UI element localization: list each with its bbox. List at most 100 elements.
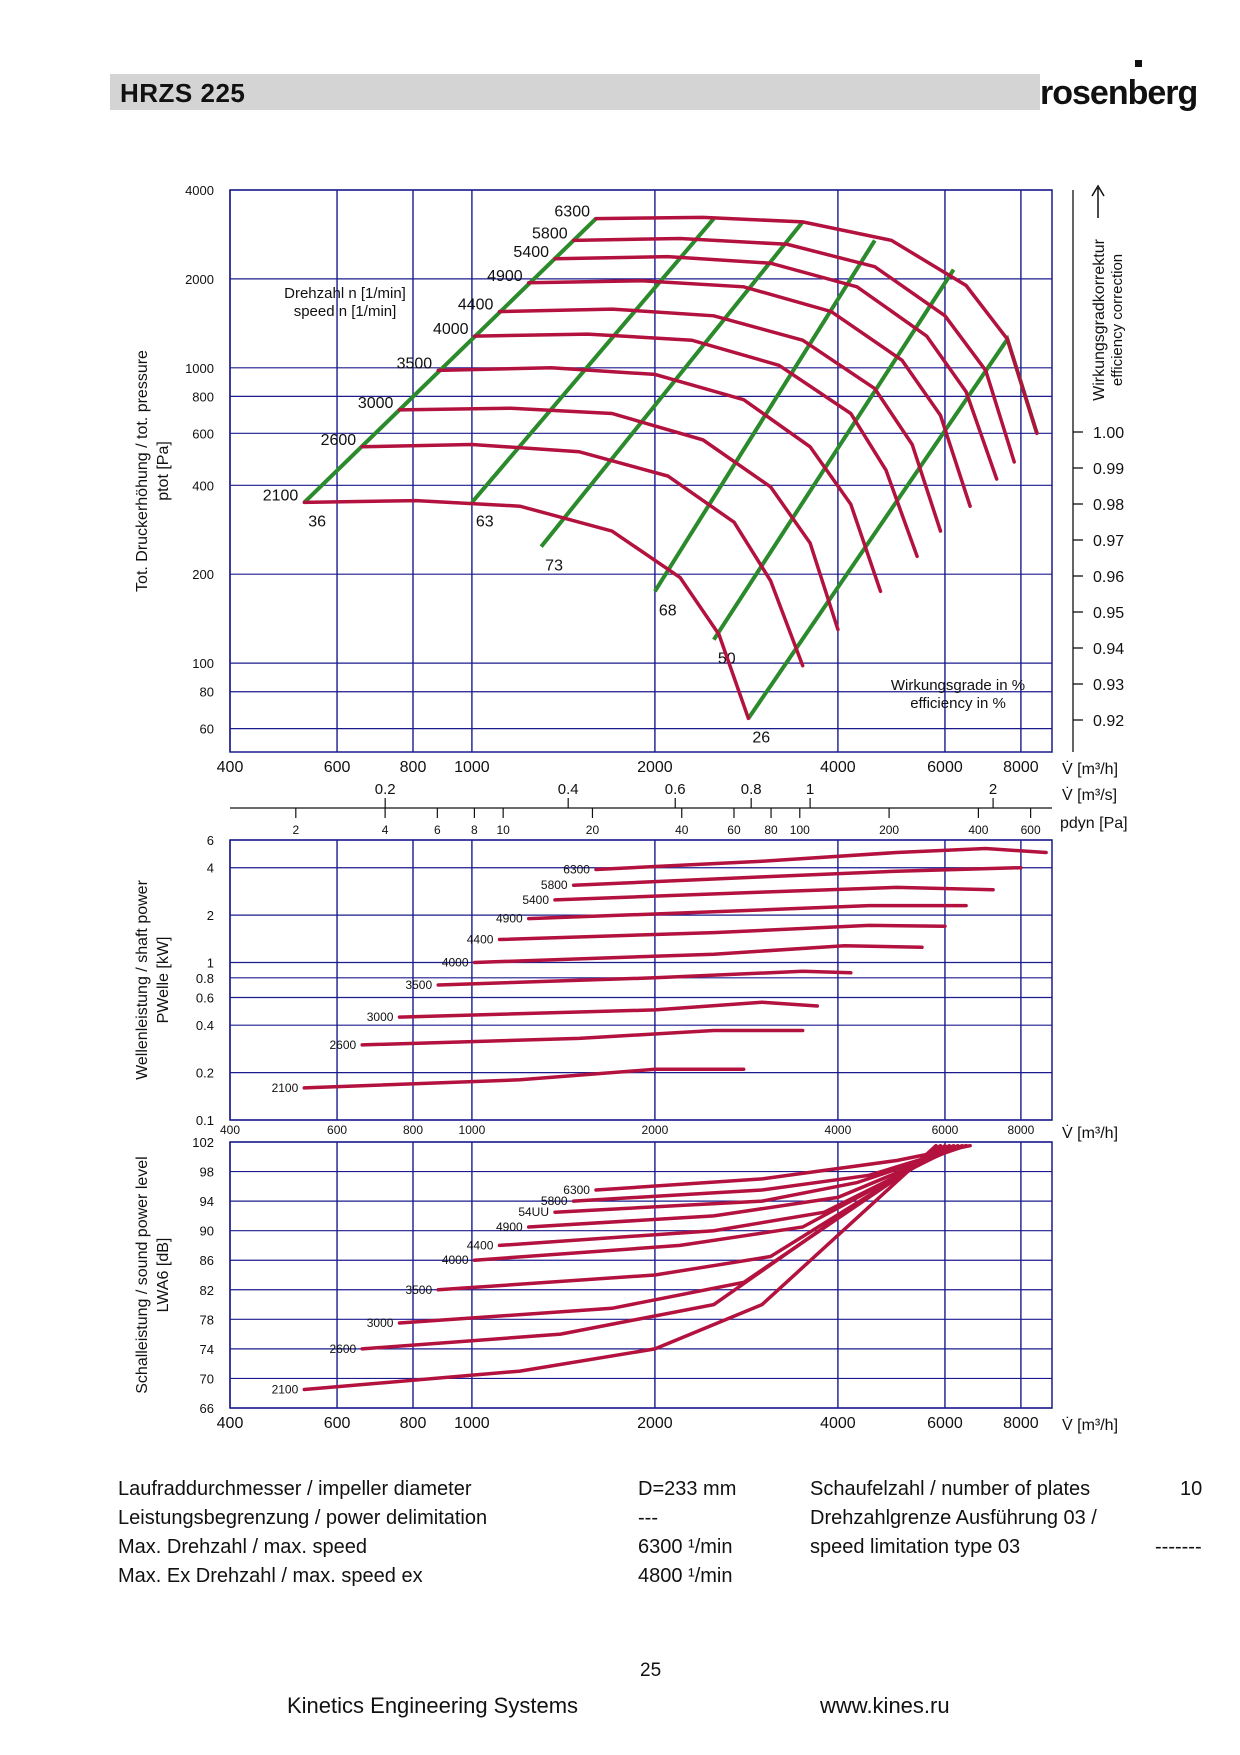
sound-x-tick-label: 6000 xyxy=(927,1415,963,1432)
max-speed-value: 6300 ¹/min xyxy=(638,1536,733,1558)
pressure-curve-3500 xyxy=(436,366,883,594)
sound-y-tick-label: 94 xyxy=(200,1194,214,1209)
flow-m3s-axis-label: V̇ [m³/s] xyxy=(1062,786,1117,804)
pressure-plot-frame xyxy=(229,189,1053,753)
flow-m3s-tick-label: 0.8 xyxy=(741,781,762,798)
power-curve-4900 xyxy=(526,903,968,921)
pressure-x-tick-label: 8000 xyxy=(1003,759,1039,776)
page-title: HRZS 225 xyxy=(120,78,246,108)
pdyn-tick-label: 8 xyxy=(471,823,478,837)
power-y-tick-label: 1 xyxy=(207,956,214,971)
pressure-curve-2600 xyxy=(360,442,805,668)
sound-curve-4000 xyxy=(472,1143,956,1262)
sound-curve-4900 xyxy=(526,1143,964,1229)
pressure-y-tick-label: 100 xyxy=(192,656,214,671)
pressure-y-axis-unit: ptot [Pa] xyxy=(155,441,172,501)
max-speed-ex-value: 4800 ¹/min xyxy=(638,1565,733,1587)
sound-x-axis-label: V̇ [m³/h] xyxy=(1062,1416,1118,1434)
speed-limitation-label-1: Drehzahlgrenze Ausführung 03 / xyxy=(810,1507,1097,1529)
power-curve-label: 5400 xyxy=(522,893,549,907)
efficiency-correction-tick-label: 0.98 xyxy=(1093,497,1124,514)
pressure-y-tick-label: 800 xyxy=(192,389,214,404)
sound-curve-label: 6300 xyxy=(563,1183,590,1197)
flow-m3s-tick-label: 0.2 xyxy=(375,781,396,798)
pressure-x-axis-label: V̇ [m³/h] xyxy=(1062,760,1118,778)
pdyn-tick-label: 400 xyxy=(968,823,988,837)
efficiency-correction-tick-label: 0.97 xyxy=(1093,533,1124,550)
pressure-curve-label: 5400 xyxy=(513,244,549,261)
pressure-y-tick-label: 400 xyxy=(192,478,214,493)
power-curve-2100 xyxy=(302,1067,746,1090)
plates-label: Schaufelzahl / number of plates xyxy=(810,1478,1091,1500)
sound-curve-label: 54UU xyxy=(518,1205,549,1219)
footer-company: Kinetics Engineering Systems xyxy=(287,1693,579,1718)
sound-y-tick-label: 90 xyxy=(200,1224,214,1239)
pressure-curve-5400 xyxy=(553,254,999,481)
page-number: 25 xyxy=(640,1660,662,1681)
pdyn-tick-label: 40 xyxy=(675,823,689,837)
power-curve-5400 xyxy=(553,885,995,902)
pdyn-axis-label: pdyn [Pa] xyxy=(1060,815,1128,832)
sound-y-tick-label: 82 xyxy=(200,1283,214,1298)
sound-x-tick-label: 2000 xyxy=(637,1415,673,1432)
sound-y-tick-label: 66 xyxy=(200,1401,214,1416)
flow-m3s-tick-label: 1 xyxy=(806,781,814,798)
sound-y-tick-label: 78 xyxy=(200,1312,214,1327)
power-curve-2600 xyxy=(360,1028,805,1047)
sound-y-tick-label: 74 xyxy=(200,1342,214,1357)
speed-legend-label-en: speed n [1/min] xyxy=(294,303,397,320)
efficiency-correction-axis-label-en: efficiency correction xyxy=(1109,254,1126,386)
sound-curve-label: 3500 xyxy=(405,1283,432,1297)
power-curve-label: 6300 xyxy=(563,862,590,876)
efficiency-correction-tick-label: 0.92 xyxy=(1093,713,1124,730)
power-y-tick-label: 6 xyxy=(207,833,214,848)
sound-y-axis-label: Schalleistung / sound power level xyxy=(134,1156,151,1393)
impeller-label: Laufraddurchmesser / impeller diameter xyxy=(118,1478,472,1500)
sound-x-tick-label: 8000 xyxy=(1003,1415,1039,1432)
efficiency-label: 73 xyxy=(545,558,563,575)
efficiency-label: 68 xyxy=(659,602,677,619)
pressure-x-tick-label: 600 xyxy=(324,759,351,776)
efficiency-label: 26 xyxy=(752,729,770,746)
efficiency-correction-axis-label: Wirkungsgradkorrektur xyxy=(1091,238,1108,401)
efficiency-line xyxy=(302,217,598,504)
power-y-tick-label: 2 xyxy=(207,908,214,923)
max-speed-ex-label: Max. Ex Drehzahl / max. speed ex xyxy=(118,1565,423,1587)
power-x-tick-label: 800 xyxy=(403,1123,423,1137)
pressure-y-tick-label: 1000 xyxy=(185,361,214,376)
pressure-curve-label: 3500 xyxy=(397,355,433,372)
sound-curve-2600 xyxy=(360,1143,943,1351)
power-x-tick-label: 400 xyxy=(220,1123,240,1137)
pdyn-tick-label: 2 xyxy=(292,823,299,837)
power-curve-label: 2600 xyxy=(330,1038,357,1052)
efficiency-correction-tick-label: 0.95 xyxy=(1093,605,1124,622)
efficiency-correction-arrow-icon xyxy=(1091,184,1105,218)
pdyn-tick-label: 60 xyxy=(727,823,741,837)
power-curve-3500 xyxy=(436,969,853,987)
efficiency-line xyxy=(712,268,956,641)
sound-y-tick-label: 86 xyxy=(200,1253,214,1268)
efficiency-correction-tick-label: 1.00 xyxy=(1093,425,1124,442)
pressure-x-tick-label: 1000 xyxy=(454,759,490,776)
sound-y-axis-unit: LWA6 [dB] xyxy=(155,1238,172,1313)
sound-y-tick-label: 102 xyxy=(192,1135,214,1150)
pressure-y-tick-label: 200 xyxy=(192,567,214,582)
flow-m3s-tick-label: 0.4 xyxy=(558,781,579,798)
footer-website: www.kines.ru xyxy=(820,1693,950,1718)
pressure-y-tick-label: 60 xyxy=(200,722,214,737)
speed-limitation-label-2: speed limitation type 03 xyxy=(810,1536,1021,1558)
power-curve-4000 xyxy=(472,943,924,965)
power-curve-label: 4900 xyxy=(496,912,523,926)
sound-x-tick-label: 800 xyxy=(400,1415,427,1432)
pressure-curve-5800 xyxy=(571,236,1016,464)
pressure-curve-6300 xyxy=(594,215,1039,436)
power-y-tick-label: 0.4 xyxy=(196,1018,214,1033)
power-y-tick-label: 4 xyxy=(207,861,214,876)
power-curve-label: 4400 xyxy=(467,933,494,947)
impeller-value: D=233 mm xyxy=(638,1478,737,1500)
efficiency-correction-tick-label: 0.96 xyxy=(1093,569,1124,586)
power-x-tick-label: 600 xyxy=(327,1123,347,1137)
power-x-tick-label: 1000 xyxy=(459,1123,486,1137)
power-y-tick-label: 0.2 xyxy=(196,1066,214,1081)
efficiency-correction-tick-label: 0.94 xyxy=(1093,641,1124,658)
